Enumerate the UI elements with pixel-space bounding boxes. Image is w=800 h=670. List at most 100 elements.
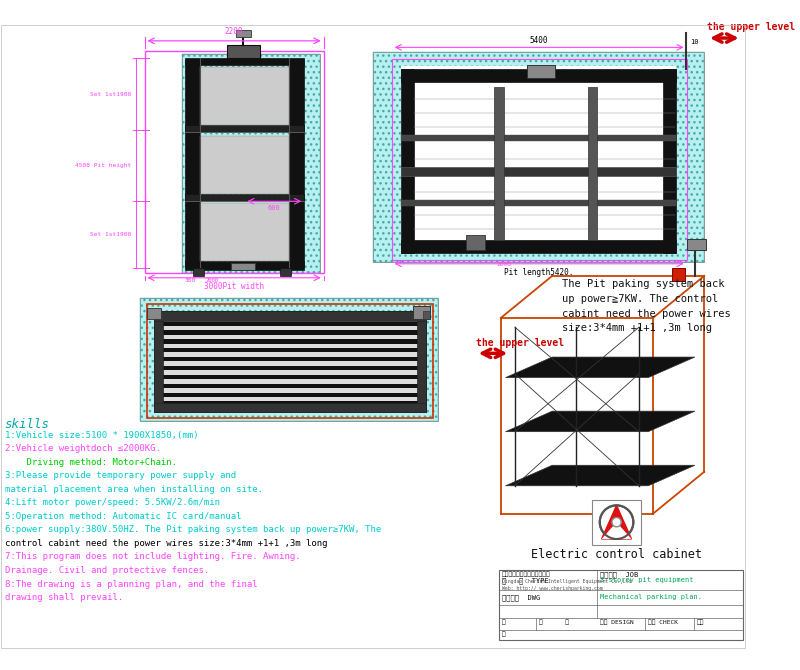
Bar <box>154 403 426 412</box>
Text: 型   式  TYPE: 型 式 TYPE <box>502 577 549 584</box>
Bar <box>401 135 676 141</box>
Text: drawing shall prevail.: drawing shall prevail. <box>5 593 123 602</box>
Bar <box>499 570 743 640</box>
Bar <box>401 167 676 176</box>
Text: 版: 版 <box>502 631 506 637</box>
Bar <box>156 326 425 330</box>
Bar <box>592 500 641 545</box>
Text: 图纸名称  DWG: 图纸名称 DWG <box>502 594 540 600</box>
Polygon shape <box>602 522 631 539</box>
Text: The Pit paking system back: The Pit paking system back <box>562 279 724 289</box>
Bar <box>401 66 676 253</box>
Bar <box>417 312 426 412</box>
Text: 3:Please provide temporary power supply and: 3:Please provide temporary power supply … <box>5 471 236 480</box>
Bar <box>185 58 304 65</box>
Bar <box>145 51 324 273</box>
Bar <box>414 306 430 319</box>
Bar <box>154 312 426 412</box>
Bar <box>156 379 425 384</box>
Text: Qingdao Cherish Intelligent Equipment Co.,Ltd: Qingdao Cherish Intelligent Equipment Co… <box>502 579 631 584</box>
Text: 6:power supply:380V.50HZ. The Pit paking system back up power≥7KW, The: 6:power supply:380V.50HZ. The Pit paking… <box>5 525 381 535</box>
Text: Set 1st1900: Set 1st1900 <box>90 92 131 96</box>
Bar <box>280 269 291 276</box>
Text: the upper level: the upper level <box>476 338 564 348</box>
Text: 3000Pit width: 3000Pit width <box>204 283 264 291</box>
Bar <box>185 60 200 267</box>
Text: Driving method: Motor+Chain.: Driving method: Motor+Chain. <box>5 458 177 467</box>
Bar <box>156 352 425 357</box>
Text: 2000: 2000 <box>206 278 218 283</box>
Bar <box>156 397 425 401</box>
Polygon shape <box>602 505 631 539</box>
Text: Set 1st1900: Set 1st1900 <box>90 232 131 237</box>
Text: 第      页: 第 页 <box>539 619 569 624</box>
Text: 2200: 2200 <box>225 27 243 36</box>
Bar <box>156 335 425 339</box>
Text: 设计 DESIGN: 设计 DESIGN <box>600 619 634 624</box>
Text: Drainage. Civil and protective fences.: Drainage. Civil and protective fences. <box>5 566 209 575</box>
Bar <box>185 261 304 270</box>
Bar <box>671 267 685 281</box>
Text: 600: 600 <box>268 205 281 211</box>
Bar <box>231 263 254 270</box>
Circle shape <box>612 517 622 527</box>
Text: material placement area when installing on site.: material placement area when installing … <box>5 485 262 494</box>
Text: Web: http:// www.cherishparking.com: Web: http:// www.cherishparking.com <box>502 586 602 590</box>
Bar <box>401 69 414 253</box>
Bar <box>289 60 304 267</box>
Text: Pit length5420.: Pit length5420. <box>505 267 574 277</box>
Bar <box>401 240 676 253</box>
Bar <box>147 304 433 417</box>
Text: the upper level: the upper level <box>707 23 795 32</box>
Bar <box>373 52 704 262</box>
Bar <box>147 308 162 319</box>
Bar <box>588 88 597 240</box>
Bar <box>156 317 425 322</box>
Text: 工程名称  JOB: 工程名称 JOB <box>600 572 638 578</box>
Bar <box>422 312 430 319</box>
Bar <box>140 298 438 421</box>
Text: 青岛古瑞森智能设备有限公司: 青岛古瑞森智能设备有限公司 <box>502 572 550 577</box>
Text: 5400: 5400 <box>530 36 548 45</box>
Bar <box>156 405 425 410</box>
Bar <box>200 136 289 194</box>
Text: Electric control cabinet: Electric control cabinet <box>531 548 702 561</box>
Text: 审定: 审定 <box>697 619 704 624</box>
Bar <box>156 361 425 366</box>
Bar <box>527 65 555 78</box>
Polygon shape <box>506 465 695 486</box>
Bar <box>401 69 676 82</box>
Bar <box>687 239 706 250</box>
Text: 页: 页 <box>502 619 506 624</box>
Text: 2000: 2000 <box>496 262 511 267</box>
Text: up power≧7KW. The control: up power≧7KW. The control <box>562 293 718 304</box>
Text: 3-storey pit equipment: 3-storey pit equipment <box>600 577 694 583</box>
Bar <box>154 312 426 321</box>
Bar <box>182 54 320 273</box>
Bar <box>154 312 163 412</box>
Bar <box>156 344 425 348</box>
Text: control cabint need the power wires size:3*4mm +1+1 ,3m long: control cabint need the power wires size… <box>5 539 327 548</box>
Text: Mechanical parking plan.: Mechanical parking plan. <box>600 594 702 600</box>
Polygon shape <box>506 411 695 431</box>
Text: size:3*4mm +1+1 ,3m long: size:3*4mm +1+1 ,3m long <box>562 324 711 334</box>
Bar <box>392 58 686 260</box>
Bar <box>156 388 425 393</box>
Text: 4508 Pit height: 4508 Pit height <box>75 163 131 168</box>
Text: 4:Lift motor power/speed: 5.5KW/2.6m/min: 4:Lift motor power/speed: 5.5KW/2.6m/min <box>5 498 220 507</box>
Text: 7:This program does not include lighting. Fire. Awning.: 7:This program does not include lighting… <box>5 553 300 561</box>
Text: 2:Vehicle weightdoch ≤2000KG.: 2:Vehicle weightdoch ≤2000KG. <box>5 444 161 454</box>
Bar <box>226 45 260 58</box>
Bar <box>200 67 289 125</box>
Bar <box>193 269 204 276</box>
Bar <box>140 298 438 421</box>
Text: 校对 CHECK: 校对 CHECK <box>648 619 678 624</box>
Text: 8:The drawing is a planning plan, and the final: 8:The drawing is a planning plan, and th… <box>5 580 258 588</box>
Bar <box>663 69 676 253</box>
Text: 10: 10 <box>690 39 698 45</box>
Bar <box>185 125 304 132</box>
Bar <box>185 194 304 201</box>
Polygon shape <box>506 357 695 378</box>
Bar <box>182 54 320 273</box>
Bar <box>401 200 676 206</box>
